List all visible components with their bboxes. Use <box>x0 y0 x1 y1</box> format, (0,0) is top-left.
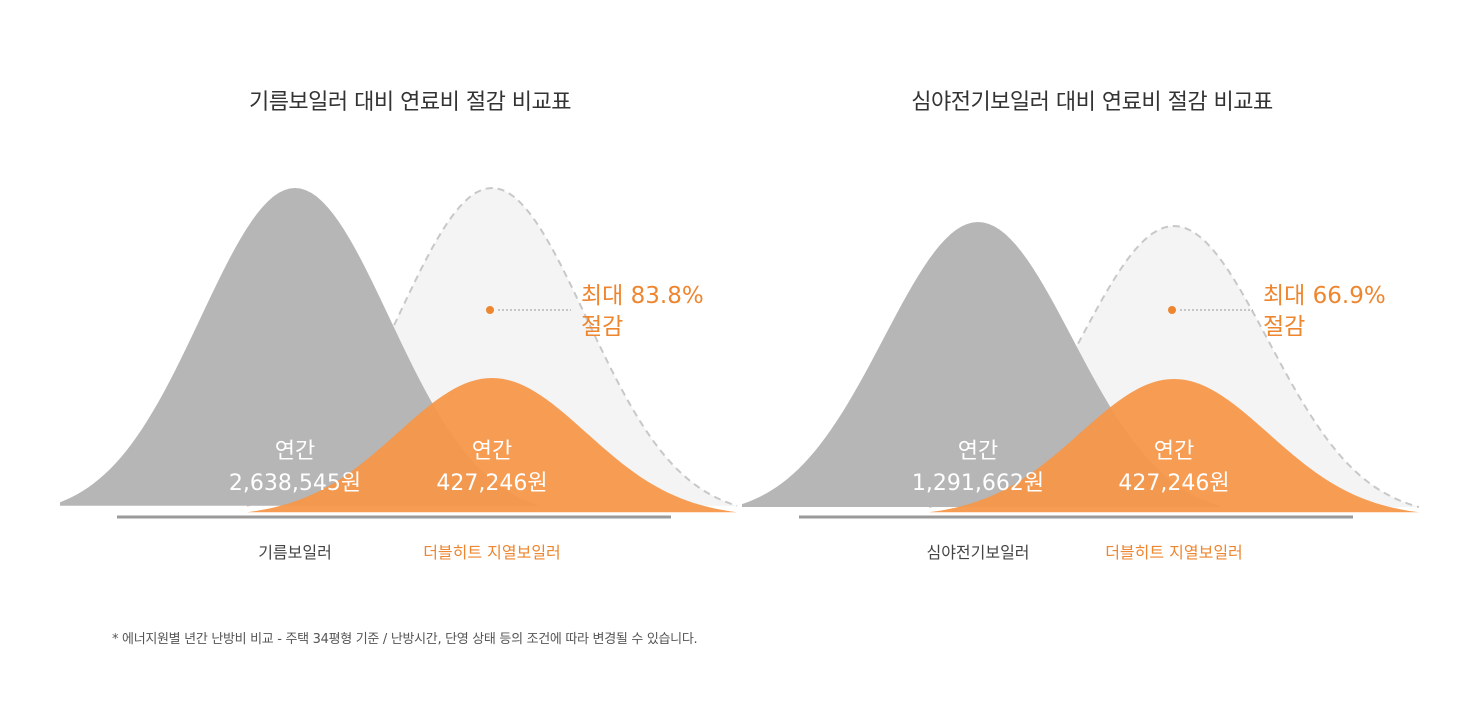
series-b-value: 427,246원 <box>436 471 547 496</box>
series-a-value: 2,638,545원 <box>229 471 361 496</box>
category-label-b: 더블히트 지열보일러 <box>1105 543 1243 562</box>
annotation-dot <box>486 306 494 314</box>
footnote: * 에너지원별 년간 난방비 비교 - 주택 34평형 기준 / 난방시간, 단… <box>112 632 698 647</box>
area-series-b <box>247 378 737 513</box>
series-a-label-period: 연간 <box>275 439 315 464</box>
category-label-a: 심야전기보일러 <box>926 543 1029 562</box>
ghost-outline <box>246 186 738 507</box>
annotation-dot <box>1168 306 1176 314</box>
chart-right: 심야전기보일러 대비 연료비 절감 비교표 연간 1,291,662원 연간 427,… <box>742 0 1442 600</box>
category-label-b: 더블히트 지열보일러 <box>423 543 561 562</box>
annotation-line1: 최대 83.8% <box>581 283 704 309</box>
annotation-line2: 절감 <box>1263 314 1305 340</box>
series-b-label-period: 연간 <box>1154 439 1194 464</box>
area-series-b <box>929 379 1419 513</box>
category-label-a: 기름보일러 <box>258 543 332 562</box>
chart-title: 심야전기보일러 대비 연료비 절감 비교표 <box>911 90 1273 115</box>
series-b-value: 427,246원 <box>1118 471 1229 496</box>
chart-title: 기름보일러 대비 연료비 절감 비교표 <box>248 90 572 115</box>
series-a-label-period: 연간 <box>958 439 998 464</box>
annotation-line1: 최대 66.9% <box>1263 283 1386 309</box>
chart-left: 기름보일러 대비 연료비 절감 비교표 연간 2,638,545원 연간 427,24… <box>60 0 760 600</box>
annotation-line2: 절감 <box>581 314 623 340</box>
series-a-value: 1,291,662원 <box>912 471 1044 496</box>
series-b-label-period: 연간 <box>472 439 512 464</box>
